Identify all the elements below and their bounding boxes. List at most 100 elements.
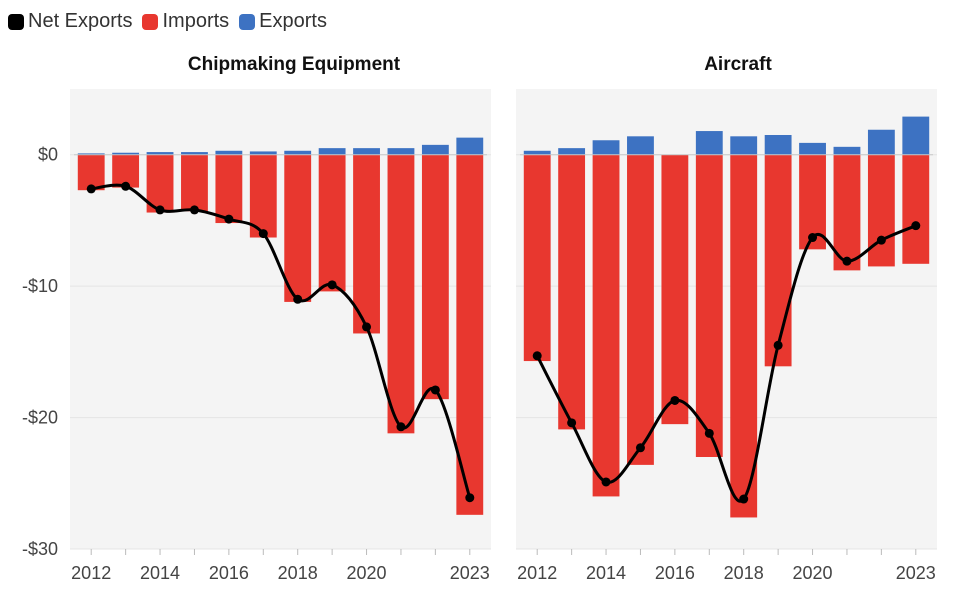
legend-item-imports[interactable]: Imports	[142, 10, 229, 33]
net-exports-point	[224, 214, 234, 224]
net-exports-point	[396, 422, 406, 432]
x-tick-label: 2016	[655, 563, 695, 583]
imports-bar	[695, 154, 723, 457]
net-exports-point	[670, 395, 680, 405]
net-exports-point	[567, 418, 577, 428]
y-tick-label: $0	[38, 145, 58, 165]
imports-bar	[627, 154, 654, 465]
net-exports-point	[362, 322, 372, 332]
x-tick-label: 2023	[896, 563, 936, 583]
exports-bar	[730, 136, 758, 155]
exports-bar	[902, 116, 930, 155]
legend-label-imports: Imports	[162, 10, 230, 32]
legend-label-exports: Exports	[259, 10, 327, 32]
exports-bar	[627, 136, 654, 155]
exports-bar	[249, 151, 277, 155]
panel-title: Aircraft	[704, 54, 772, 75]
x-tick-label: 2018	[278, 563, 318, 583]
imports-bar	[661, 154, 689, 425]
imports-bar	[284, 154, 312, 302]
net-exports-point	[327, 280, 337, 290]
imports-bar	[523, 154, 551, 362]
net-exports-point	[293, 294, 303, 304]
net-exports-swatch	[8, 13, 24, 30]
imports-bar	[902, 154, 930, 264]
plot-background	[516, 89, 937, 549]
exports-bar	[456, 137, 484, 155]
exports-bar	[421, 144, 449, 155]
exports-bar	[387, 148, 415, 155]
exports-bar	[867, 129, 895, 155]
imports-bar	[833, 154, 861, 271]
imports-bar	[387, 154, 415, 434]
exports-bar	[215, 150, 243, 155]
imports-bar	[249, 154, 277, 238]
exports-bar	[181, 152, 208, 155]
net-exports-point	[430, 385, 440, 395]
net-exports-point	[739, 494, 749, 504]
legend-item-net-exports[interactable]: Net Exports	[8, 10, 132, 33]
imports-bar	[867, 154, 895, 267]
net-exports-point	[258, 229, 268, 239]
exports-bar	[112, 152, 140, 155]
plot-background	[70, 89, 491, 549]
net-exports-point	[155, 205, 165, 215]
imports-bar	[558, 154, 586, 430]
exports-bar	[77, 153, 105, 155]
x-tick-label: 2016	[209, 563, 249, 583]
imports-swatch	[142, 13, 159, 30]
panel-title: Chipmaking Equipment	[188, 54, 401, 75]
net-exports-point	[86, 184, 96, 194]
net-exports-point	[876, 235, 886, 245]
net-exports-point	[842, 256, 852, 266]
exports-bar	[353, 148, 380, 155]
net-exports-point	[601, 477, 611, 487]
imports-bar	[421, 154, 449, 400]
legend-label-net-exports: Net Exports	[28, 10, 133, 32]
x-tick-label: 2018	[724, 563, 764, 583]
net-exports-point	[773, 340, 783, 350]
exports-bar	[592, 140, 620, 155]
x-tick-label: 2023	[450, 563, 490, 583]
net-exports-point	[808, 233, 818, 243]
x-tick-label: 2014	[586, 563, 626, 583]
imports-bar	[730, 154, 758, 518]
y-tick-label: -$10	[22, 276, 58, 296]
net-exports-point	[189, 205, 199, 215]
exports-bar	[558, 148, 586, 155]
panel-aircraft: Aircraft 2012 2014 2016 2018 2020 2023	[516, 54, 937, 583]
legend: Net Exports Imports Exports	[8, 10, 337, 33]
imports-bar	[353, 154, 380, 334]
legend-item-exports[interactable]: Exports	[239, 10, 327, 33]
exports-swatch	[239, 13, 256, 30]
imports-bar	[764, 154, 792, 367]
net-exports-point	[911, 221, 921, 231]
x-tick-label: 2012	[517, 563, 557, 583]
net-exports-point	[704, 428, 714, 438]
panel-chipmaking-equipment: Chipmaking Equipment 2012 2014 2016 2018 2020…	[22, 54, 491, 583]
imports-bar	[215, 154, 243, 224]
imports-bar	[456, 154, 484, 515]
x-tick-label: 2014	[140, 563, 180, 583]
imports-bar	[318, 154, 346, 292]
exports-bar	[284, 150, 312, 155]
net-exports-point	[635, 443, 645, 453]
x-tick-label: 2020	[347, 563, 387, 583]
net-exports-point	[465, 493, 475, 503]
x-tick-label: 2012	[71, 563, 111, 583]
exports-bar	[764, 135, 792, 155]
x-tick-label: 2020	[793, 563, 833, 583]
exports-bar	[695, 131, 723, 155]
imports-bar	[592, 154, 620, 497]
exports-bar	[799, 142, 826, 155]
exports-bar	[146, 152, 174, 155]
net-exports-point	[121, 181, 131, 191]
exports-bar	[318, 148, 346, 155]
imports-bar	[181, 154, 208, 212]
exports-bar	[833, 146, 861, 155]
imports-bar	[77, 154, 105, 191]
exports-bar	[523, 150, 551, 155]
y-tick-label: -$20	[22, 408, 58, 428]
y-tick-label: -$30	[22, 539, 58, 559]
